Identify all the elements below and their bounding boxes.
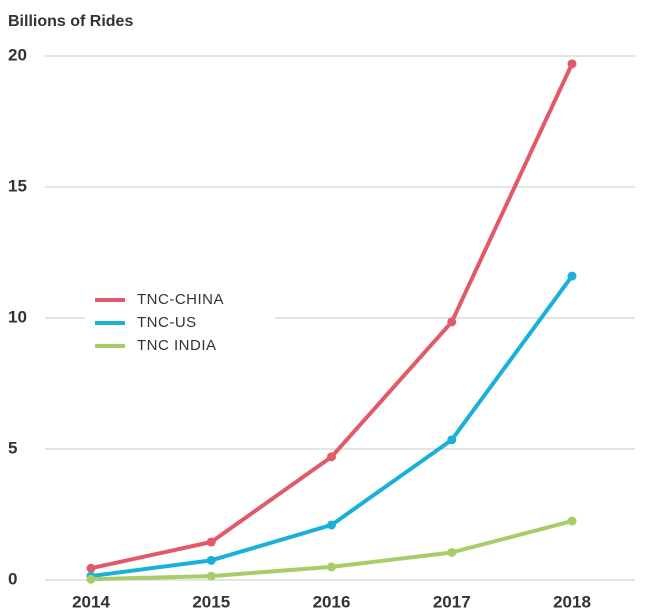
x-tick-label: 2018 [553, 592, 591, 611]
y-tick-label: 0 [8, 569, 17, 588]
data-point [447, 547, 457, 557]
data-point [86, 563, 96, 573]
x-tick-label: 2016 [313, 592, 351, 611]
x-tick-label: 2014 [72, 592, 110, 611]
y-axis-label: Billions of Rides [8, 13, 133, 30]
data-point [206, 555, 216, 565]
data-point [327, 452, 336, 462]
y-tick-label: 20 [8, 45, 27, 64]
y-tick-label: 5 [8, 438, 17, 457]
legend-label: TNC INDIA [137, 337, 217, 354]
data-point [567, 516, 577, 526]
data-point [447, 435, 457, 445]
legend-label: TNC-CHINA [137, 291, 224, 308]
data-point [327, 562, 336, 572]
data-point [206, 537, 216, 547]
data-point [567, 59, 577, 69]
y-tick-label: 10 [8, 307, 27, 326]
legend-label: TNC-US [137, 314, 197, 331]
y-tick-label: 15 [8, 176, 27, 195]
data-point [447, 317, 457, 327]
data-point [86, 574, 96, 584]
x-tick-label: 2015 [192, 592, 230, 611]
data-point [327, 520, 336, 530]
x-tick-label: 2017 [433, 592, 471, 611]
data-point [567, 271, 577, 281]
data-point [206, 571, 216, 581]
